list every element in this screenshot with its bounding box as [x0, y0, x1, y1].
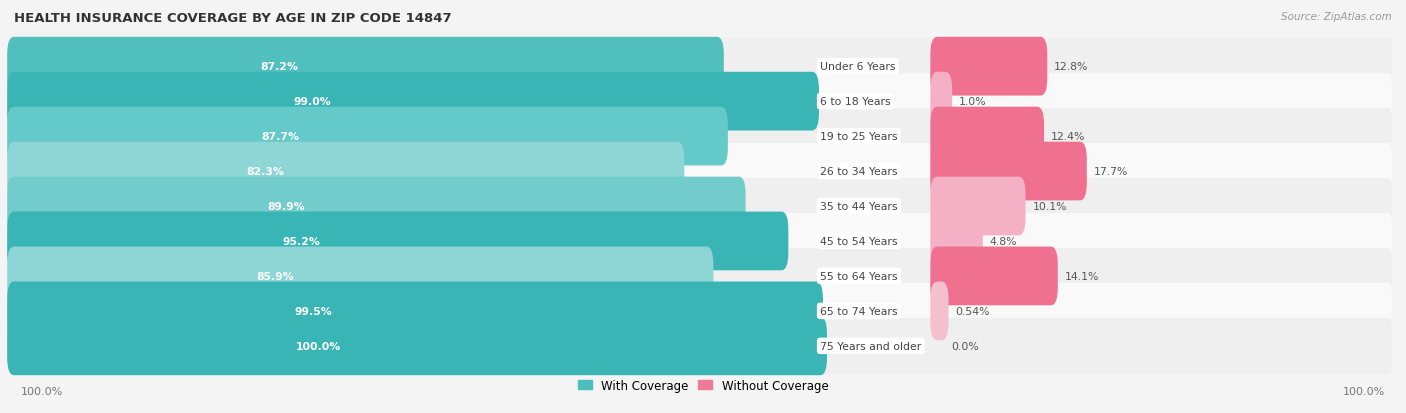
FancyBboxPatch shape: [931, 177, 1025, 236]
FancyBboxPatch shape: [7, 247, 713, 306]
Text: 85.9%: 85.9%: [256, 271, 294, 281]
FancyBboxPatch shape: [931, 73, 952, 131]
Text: 87.2%: 87.2%: [260, 62, 298, 72]
FancyBboxPatch shape: [7, 177, 745, 236]
Text: 89.9%: 89.9%: [267, 202, 305, 211]
FancyBboxPatch shape: [7, 38, 724, 96]
Text: 10.1%: 10.1%: [1032, 202, 1067, 211]
FancyBboxPatch shape: [931, 247, 1057, 306]
Text: 0.0%: 0.0%: [950, 341, 979, 351]
FancyBboxPatch shape: [931, 212, 983, 271]
FancyBboxPatch shape: [14, 248, 1392, 304]
Text: 100.0%: 100.0%: [1343, 387, 1385, 396]
Text: Source: ZipAtlas.com: Source: ZipAtlas.com: [1281, 12, 1392, 22]
FancyBboxPatch shape: [7, 73, 818, 131]
Text: 35 to 44 Years: 35 to 44 Years: [820, 202, 897, 211]
FancyBboxPatch shape: [14, 144, 1392, 199]
FancyBboxPatch shape: [931, 38, 1047, 96]
FancyBboxPatch shape: [14, 283, 1392, 339]
FancyBboxPatch shape: [14, 74, 1392, 130]
Text: 4.8%: 4.8%: [990, 236, 1017, 247]
Text: 12.4%: 12.4%: [1050, 132, 1085, 142]
FancyBboxPatch shape: [14, 39, 1392, 95]
FancyBboxPatch shape: [7, 282, 823, 340]
Text: 99.0%: 99.0%: [294, 97, 330, 107]
Text: 14.1%: 14.1%: [1064, 271, 1099, 281]
Text: HEALTH INSURANCE COVERAGE BY AGE IN ZIP CODE 14847: HEALTH INSURANCE COVERAGE BY AGE IN ZIP …: [14, 12, 451, 25]
Text: 82.3%: 82.3%: [246, 166, 284, 177]
FancyBboxPatch shape: [7, 212, 789, 271]
Text: 75 Years and older: 75 Years and older: [820, 341, 921, 351]
FancyBboxPatch shape: [931, 282, 949, 340]
Text: 55 to 64 Years: 55 to 64 Years: [820, 271, 897, 281]
Text: Under 6 Years: Under 6 Years: [820, 62, 896, 72]
Text: 0.54%: 0.54%: [955, 306, 990, 316]
Text: 17.7%: 17.7%: [1094, 166, 1128, 177]
FancyBboxPatch shape: [14, 178, 1392, 235]
Text: 45 to 54 Years: 45 to 54 Years: [820, 236, 897, 247]
Text: 99.5%: 99.5%: [295, 306, 333, 316]
Text: 26 to 34 Years: 26 to 34 Years: [820, 166, 897, 177]
Text: 87.7%: 87.7%: [262, 132, 299, 142]
FancyBboxPatch shape: [14, 109, 1392, 165]
Text: 100.0%: 100.0%: [297, 341, 342, 351]
Text: 65 to 74 Years: 65 to 74 Years: [820, 306, 897, 316]
Text: 95.2%: 95.2%: [283, 236, 321, 247]
FancyBboxPatch shape: [7, 317, 827, 375]
Text: 6 to 18 Years: 6 to 18 Years: [820, 97, 891, 107]
FancyBboxPatch shape: [14, 214, 1392, 269]
FancyBboxPatch shape: [7, 142, 685, 201]
FancyBboxPatch shape: [7, 107, 728, 166]
Text: 19 to 25 Years: 19 to 25 Years: [820, 132, 897, 142]
Text: 100.0%: 100.0%: [21, 387, 63, 396]
FancyBboxPatch shape: [14, 318, 1392, 374]
Text: 12.8%: 12.8%: [1054, 62, 1088, 72]
FancyBboxPatch shape: [931, 107, 1045, 166]
Text: 1.0%: 1.0%: [959, 97, 987, 107]
Legend: With Coverage, Without Coverage: With Coverage, Without Coverage: [574, 375, 832, 395]
FancyBboxPatch shape: [931, 142, 1087, 201]
